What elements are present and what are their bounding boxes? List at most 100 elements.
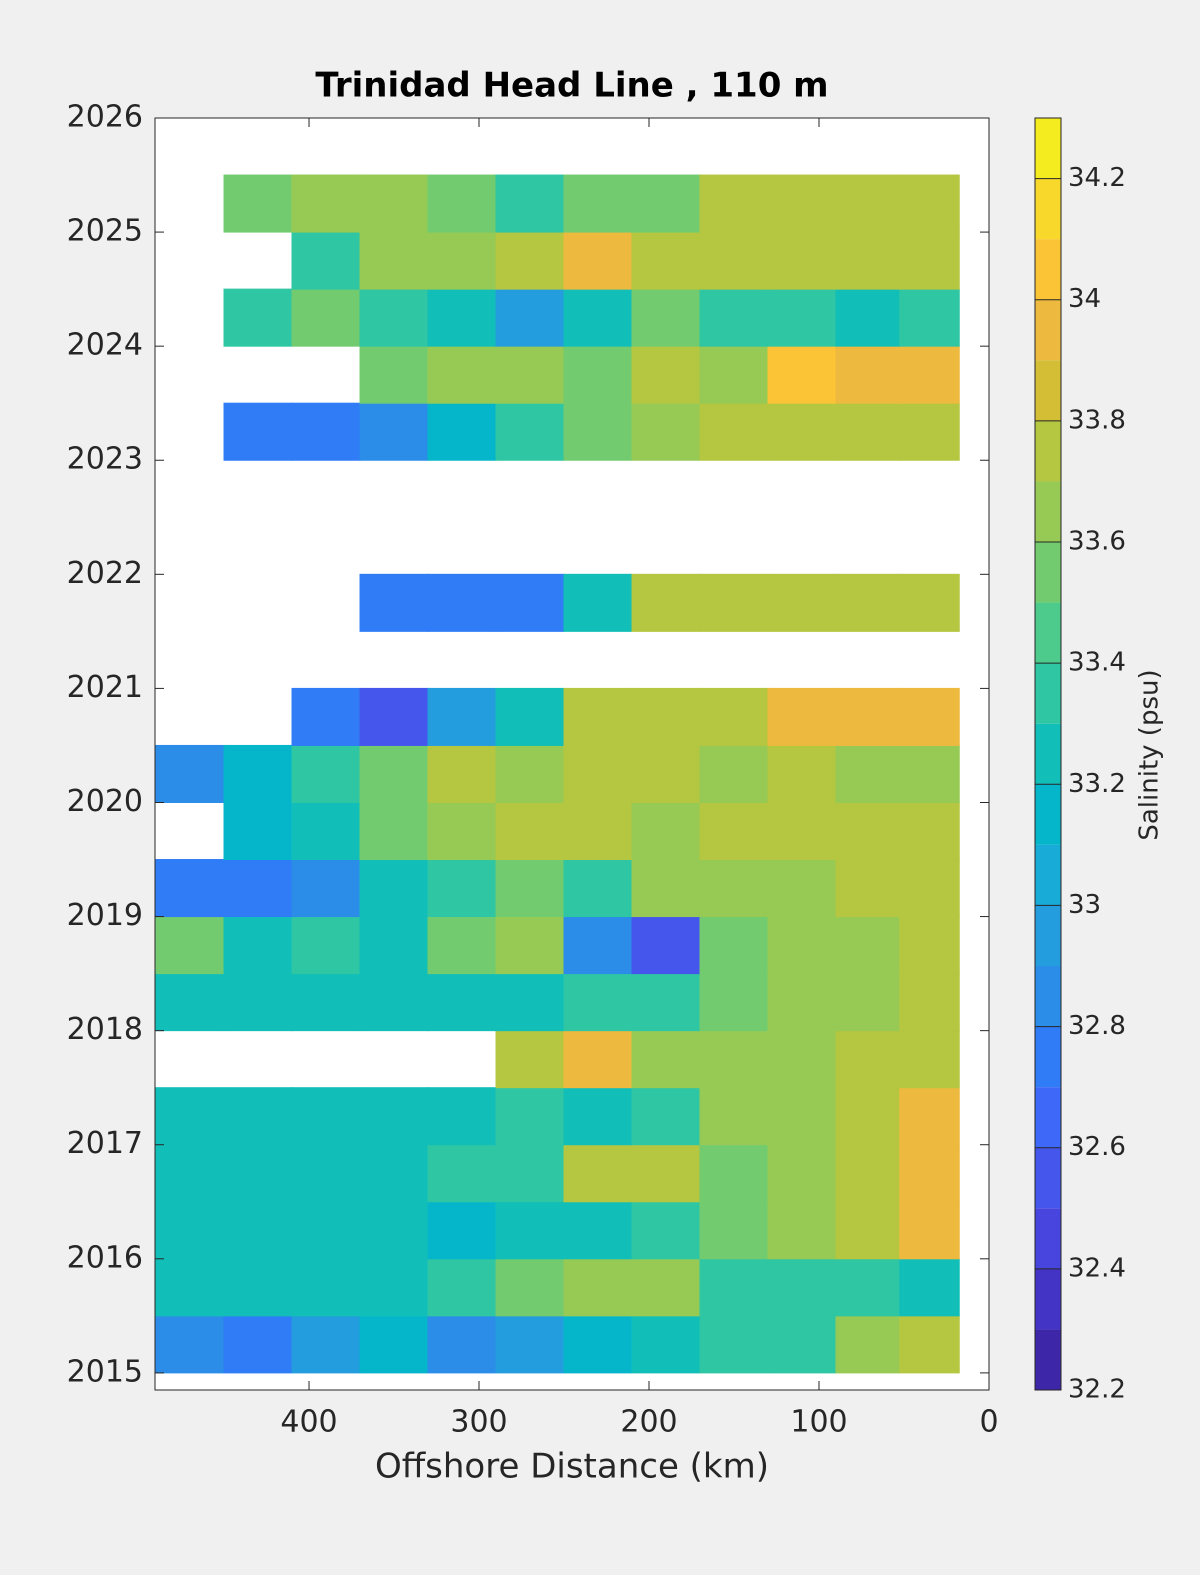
contour-cell — [767, 687, 837, 746]
contour-cell — [427, 1087, 497, 1146]
contour-cell — [699, 231, 769, 290]
colorbar-tick-label: 33.4 — [1068, 648, 1126, 678]
contour-cell — [495, 573, 565, 632]
contour-cell — [699, 859, 769, 918]
contour-cell — [359, 973, 429, 1032]
contour-cell — [835, 231, 901, 290]
contour-cell — [495, 1315, 565, 1374]
colorbar-label: Salinity (psu) — [1135, 669, 1165, 840]
colorbar-segment — [1035, 420, 1061, 482]
contour-cell — [495, 1258, 565, 1317]
colorbar-tick-label: 33.2 — [1068, 769, 1126, 799]
contour-cell — [899, 973, 960, 1032]
contour-cell — [155, 1087, 225, 1146]
contour-cell — [223, 1315, 293, 1374]
contour-cell — [631, 573, 701, 632]
contour-cell — [359, 288, 429, 347]
contour-cell — [699, 744, 769, 803]
contour-cell — [291, 859, 361, 918]
y-tick-label: 2015 — [67, 1354, 143, 1389]
contour-cell — [563, 1144, 633, 1203]
contour-cell — [699, 345, 769, 404]
contour-cell — [835, 859, 901, 918]
contour-cell — [631, 1087, 701, 1146]
contour-cell — [767, 1258, 837, 1317]
contour-cell — [223, 1144, 293, 1203]
contour-cell — [899, 859, 960, 918]
contour-cell — [835, 916, 901, 975]
colorbar-segment — [1035, 663, 1061, 724]
contour-cell — [699, 1144, 769, 1203]
contour-cell — [427, 573, 497, 632]
contour-cell — [767, 859, 837, 918]
contour-cell — [631, 687, 701, 746]
contour-cell — [427, 288, 497, 347]
contour-cell — [835, 1144, 901, 1203]
contour-cell — [427, 801, 497, 861]
contour-cell — [899, 1315, 960, 1374]
contour-cell — [223, 1258, 293, 1317]
contour-cell — [495, 801, 565, 861]
contour-cell — [223, 288, 293, 347]
contour-cell — [359, 174, 429, 233]
chart-title: Trinidad Head Line , 110 m — [315, 66, 828, 106]
contour-cell — [631, 288, 701, 347]
contour-cell — [767, 916, 837, 975]
contour-cell — [631, 1315, 701, 1374]
contour-cell — [899, 288, 960, 347]
contour-cell — [563, 801, 633, 861]
contour-cell — [835, 1201, 901, 1260]
contour-cell — [359, 1258, 429, 1317]
contour-cell — [899, 687, 960, 746]
contour-cell — [495, 231, 565, 290]
contour-cell — [427, 973, 497, 1032]
contour-cell — [699, 973, 769, 1032]
contour-field — [155, 174, 960, 1374]
contour-cell — [631, 231, 701, 290]
contour-cell — [631, 744, 701, 803]
contour-cell — [495, 402, 565, 461]
contour-cell — [699, 687, 769, 746]
contour-cell — [427, 1258, 497, 1317]
contour-cell — [495, 916, 565, 975]
contour-cell — [699, 288, 769, 347]
contour-cell — [291, 801, 361, 861]
contour-cell — [899, 744, 960, 803]
contour-cell — [767, 1030, 837, 1089]
contour-cell — [563, 687, 633, 746]
colorbar-segment — [1035, 299, 1061, 361]
contour-cell — [835, 402, 901, 461]
contour-cell — [563, 859, 633, 918]
contour-cell — [291, 174, 361, 233]
contour-cell — [631, 1144, 701, 1203]
contour-cell — [767, 1144, 837, 1203]
contour-cell — [359, 1144, 429, 1203]
contour-cell — [767, 231, 837, 290]
contour-cell — [631, 174, 701, 233]
contour-cell — [223, 1201, 293, 1260]
contour-cell — [699, 402, 769, 461]
y-tick-label: 2016 — [67, 1240, 143, 1275]
contour-cell — [631, 402, 701, 461]
contour-cell — [563, 573, 633, 632]
contour-cell — [291, 744, 361, 803]
contour-cell — [291, 1201, 361, 1260]
contour-cell — [563, 916, 633, 975]
contour-cell — [835, 744, 901, 803]
contour-cell — [427, 744, 497, 803]
contour-cell — [495, 1201, 565, 1260]
contour-cell — [359, 1315, 429, 1374]
contour-cell — [767, 801, 837, 861]
contour-cell — [563, 1201, 633, 1260]
colorbar-tick-label: 32.8 — [1068, 1011, 1126, 1041]
contour-cell — [359, 231, 429, 290]
y-tick-label: 2018 — [67, 1012, 143, 1047]
contour-cell — [359, 1201, 429, 1260]
colorbar-segment — [1035, 1268, 1061, 1330]
colorbar-segment — [1035, 1329, 1061, 1390]
contour-cell — [899, 1258, 960, 1317]
contour-cell — [835, 1087, 901, 1146]
contour-cell — [563, 174, 633, 233]
y-tick-label: 2017 — [67, 1126, 143, 1161]
